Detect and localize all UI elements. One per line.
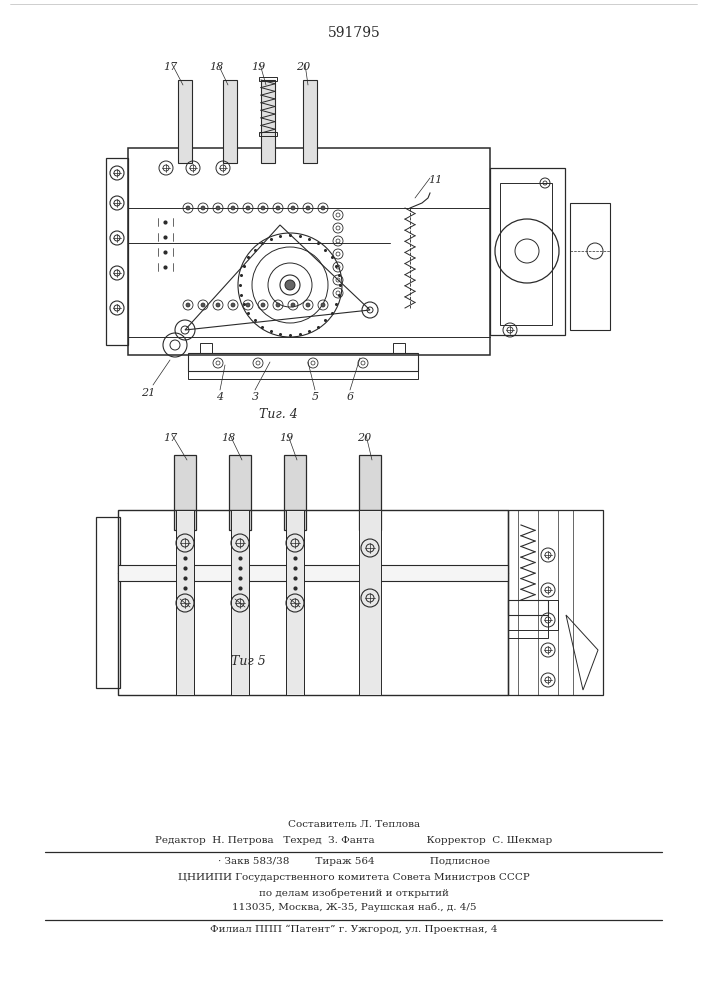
Bar [188, 371, 418, 379]
Circle shape [276, 206, 280, 210]
Bar [548, 600, 558, 630]
Circle shape [291, 303, 295, 307]
Circle shape [201, 303, 205, 307]
Bar [500, 183, 552, 325]
Bar [359, 510, 381, 695]
Bar [284, 455, 306, 530]
Circle shape [201, 206, 205, 210]
Bar [359, 455, 381, 530]
Bar [128, 148, 490, 355]
Bar [178, 80, 192, 163]
Text: 3: 3 [252, 392, 259, 402]
Text: 5: 5 [312, 392, 319, 402]
Text: 20: 20 [357, 433, 371, 443]
Bar [508, 510, 603, 695]
Bar [303, 80, 317, 163]
Bar [508, 600, 548, 615]
Bar [261, 80, 275, 163]
Circle shape [321, 206, 325, 210]
Bar [106, 158, 128, 345]
Bar [96, 517, 120, 688]
Circle shape [306, 206, 310, 210]
Bar [223, 80, 237, 163]
Circle shape [216, 303, 220, 307]
Circle shape [321, 303, 325, 307]
Bar [231, 510, 249, 695]
Circle shape [186, 206, 190, 210]
Text: 21: 21 [141, 388, 155, 398]
Circle shape [291, 206, 295, 210]
Circle shape [285, 280, 295, 290]
Text: 113035, Москва, Ж-35, Раушская наб., д. 4/5: 113035, Москва, Ж-35, Раушская наб., д. … [232, 903, 477, 912]
Bar [188, 353, 418, 371]
Circle shape [246, 303, 250, 307]
Text: по делам изобретений и открытий: по делам изобретений и открытий [259, 888, 449, 898]
Bar [118, 510, 508, 695]
Circle shape [306, 303, 310, 307]
Text: 11: 11 [428, 175, 443, 185]
Circle shape [261, 303, 265, 307]
Text: · Закв 583/38        Тираж 564                 Подлисное: · Закв 583/38 Тираж 564 Подлисное [218, 857, 490, 866]
Bar [570, 203, 610, 330]
Text: Редактор  Н. Петрова   Техред  З. Фанта                Корректор  С. Шекмар: Редактор Н. Петрова Техред З. Фанта Корр… [156, 836, 553, 845]
Text: Τиг 5: Τиг 5 [230, 655, 265, 668]
Text: 19: 19 [251, 62, 265, 72]
Text: 6: 6 [346, 392, 354, 402]
Text: 18: 18 [221, 433, 235, 443]
Circle shape [261, 206, 265, 210]
Bar [229, 455, 251, 530]
Circle shape [231, 206, 235, 210]
Bar [259, 77, 277, 81]
Text: 19: 19 [279, 433, 293, 443]
Text: 17: 17 [163, 62, 177, 72]
Bar [490, 168, 565, 335]
Text: 4: 4 [216, 392, 223, 402]
Circle shape [216, 206, 220, 210]
Circle shape [246, 206, 250, 210]
Bar [200, 343, 212, 353]
Circle shape [276, 303, 280, 307]
Text: 17: 17 [163, 433, 177, 443]
Bar [174, 455, 196, 530]
Text: 20: 20 [296, 62, 310, 72]
Circle shape [231, 303, 235, 307]
Bar [118, 565, 508, 581]
Bar [508, 630, 548, 638]
Bar [393, 343, 405, 353]
Text: 18: 18 [209, 62, 223, 72]
Text: Составитель Л. Теплова: Составитель Л. Теплова [288, 820, 420, 829]
Text: Филиал ППП “Патент” г. Ужгород, ул. Проектная, 4: Филиал ППП “Патент” г. Ужгород, ул. Прое… [210, 925, 498, 934]
Text: 591795: 591795 [327, 26, 380, 40]
Text: ЦНИИПИ Государственного комитета Совета Министров СССР: ЦНИИПИ Государственного комитета Совета … [178, 873, 530, 882]
Text: Τиг. 4: Τиг. 4 [259, 408, 298, 421]
Bar [286, 510, 304, 695]
Bar [259, 132, 277, 136]
Circle shape [186, 303, 190, 307]
Bar [176, 510, 194, 695]
